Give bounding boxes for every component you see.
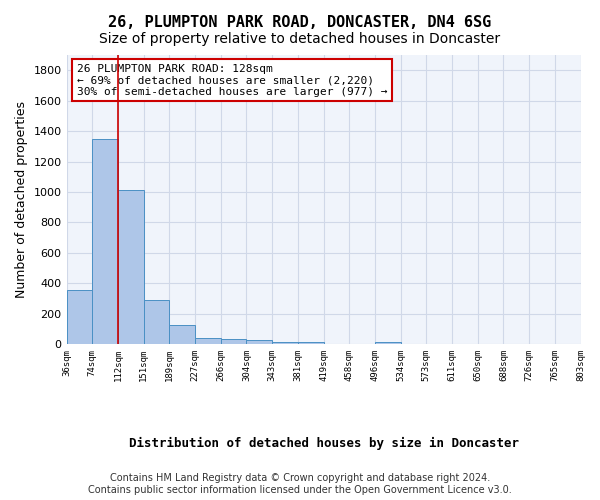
Bar xyxy=(298,342,323,344)
X-axis label: Distribution of detached houses by size in Doncaster: Distribution of detached houses by size … xyxy=(128,437,518,450)
Text: 26 PLUMPTON PARK ROAD: 128sqm
← 69% of detached houses are smaller (2,220)
30% o: 26 PLUMPTON PARK ROAD: 128sqm ← 69% of d… xyxy=(77,64,388,97)
Text: Size of property relative to detached houses in Doncaster: Size of property relative to detached ho… xyxy=(100,32,500,46)
Bar xyxy=(375,342,401,344)
Bar xyxy=(67,290,92,344)
Bar xyxy=(195,338,221,344)
Bar xyxy=(143,300,169,344)
Text: Contains HM Land Registry data © Crown copyright and database right 2024.
Contai: Contains HM Land Registry data © Crown c… xyxy=(88,474,512,495)
Bar xyxy=(169,325,195,344)
Bar xyxy=(247,340,272,344)
Y-axis label: Number of detached properties: Number of detached properties xyxy=(15,101,28,298)
Bar xyxy=(118,190,143,344)
Text: 26, PLUMPTON PARK ROAD, DONCASTER, DN4 6SG: 26, PLUMPTON PARK ROAD, DONCASTER, DN4 6… xyxy=(109,15,491,30)
Bar xyxy=(92,138,118,344)
Bar xyxy=(272,342,298,344)
Bar xyxy=(221,339,247,344)
